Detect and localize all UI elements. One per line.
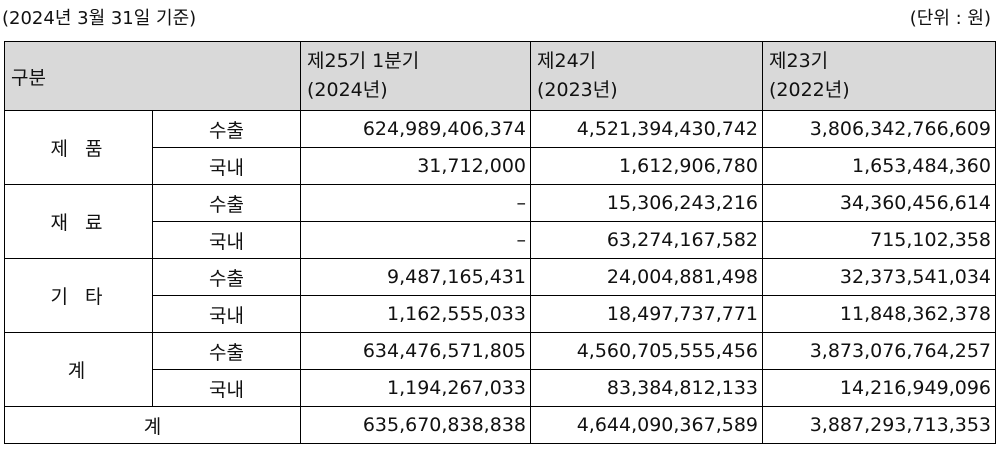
subcategory-cell: 수출 [152, 258, 301, 296]
total-value-cell: 4,644,090,367,589 [530, 406, 763, 444]
value-cell: 715,102,358 [762, 221, 996, 259]
value-cell: 83,384,812,133 [530, 369, 763, 407]
value-cell: 32,373,541,034 [762, 258, 996, 296]
category-cell: 기타 [4, 258, 153, 333]
total-label: 계 [4, 406, 301, 444]
total-row: 계 635,670,838,838 4,644,090,367,589 3,887,2… [4, 406, 996, 444]
period-year: (2024년) [307, 79, 388, 101]
caption-bar: (2024년 3월 31일 기준) (단위 : 원) [0, 0, 999, 34]
category-cell: 계 [4, 332, 153, 407]
sales-table: 구분 제25기 1분기 (2024년) 제24기 (2023년) 제23기 (2022… [4, 41, 996, 444]
value-cell: 1,194,267,033 [300, 369, 531, 407]
period-name: 제24기 [537, 49, 597, 72]
total-value-cell: 3,887,293,713,353 [762, 406, 996, 444]
value-cell: 34,360,456,614 [762, 184, 996, 222]
date-note: (2024년 3월 31일 기준) [2, 8, 197, 29]
table-row: 국내 31,712,000 1,612,906,780 1,653,484,360 [5, 147, 996, 185]
period-name: 제23기 [769, 49, 829, 72]
value-cell: – [300, 221, 531, 259]
category-cell: 제품 [4, 110, 153, 185]
subcategory-cell: 수출 [152, 110, 301, 148]
value-cell: 4,560,705,555,456 [530, 332, 763, 370]
subcategory-cell: 국내 [152, 295, 301, 333]
subcategory-cell: 국내 [152, 147, 301, 185]
value-cell: 4,521,394,430,742 [530, 110, 763, 148]
value-cell: 14,216,949,096 [762, 369, 996, 407]
category-cell: 재료 [4, 184, 153, 259]
subcategory-cell: 수출 [152, 332, 301, 370]
total-value-cell: 635,670,838,838 [300, 406, 531, 444]
value-cell: 9,487,165,431 [300, 258, 531, 296]
subcategory-cell: 국내 [152, 369, 301, 407]
value-cell: 11,848,362,378 [762, 295, 996, 333]
period-year: (2022년) [769, 79, 850, 101]
table-row: 제품 수출 624,989,406,374 4,521,394,430,742 3,80… [4, 110, 996, 185]
value-cell: 1,653,484,360 [762, 147, 996, 185]
header-period-1: 제25기 1분기 (2024년) [300, 41, 531, 111]
table-header-row: 구분 제25기 1분기 (2024년) 제24기 (2023년) 제23기 (2022… [4, 41, 996, 111]
value-cell: 24,004,881,498 [530, 258, 763, 296]
value-cell: 63,274,167,582 [530, 221, 763, 259]
value-cell: 15,306,243,216 [530, 184, 763, 222]
table-row: 기타 수출 9,487,165,431 24,004,881,498 32,373,54… [4, 258, 996, 333]
value-cell: – [300, 184, 531, 222]
subcategory-cell: 수출 [152, 184, 301, 222]
table-row: 계 수출 634,476,571,805 4,560,705,555,456 3,873… [4, 332, 996, 407]
period-year: (2023년) [537, 79, 618, 101]
value-cell: 31,712,000 [300, 147, 531, 185]
header-category: 구분 [4, 41, 301, 111]
value-cell: 3,873,076,764,257 [762, 332, 996, 370]
value-cell: 1,162,555,033 [300, 295, 531, 333]
table-row: 재료 수출 –15,306,243,216 34,360,456,614 [4, 184, 996, 259]
table-row: 국내 1,194,267,033 83,384,812,133 14,216,949,… [5, 369, 996, 407]
value-cell: 1,612,906,780 [530, 147, 763, 185]
subcategory-cell: 국내 [152, 221, 301, 259]
header-period-3: 제23기 (2022년) [762, 41, 996, 111]
value-cell: 634,476,571,805 [300, 332, 531, 370]
period-name: 제25기 1분기 [307, 49, 420, 72]
value-cell: 18,497,737,771 [530, 295, 763, 333]
table-row: 국내 1,162,555,033 18,497,737,771 11,848,362,… [5, 295, 996, 333]
table-row: 국내 –63,274,167,582 715,102,358 [5, 221, 996, 259]
header-period-2: 제24기 (2023년) [530, 41, 763, 111]
value-cell: 3,806,342,766,609 [762, 110, 996, 148]
value-cell: 624,989,406,374 [300, 110, 531, 148]
unit-note: (단위 : 원) [909, 8, 991, 29]
